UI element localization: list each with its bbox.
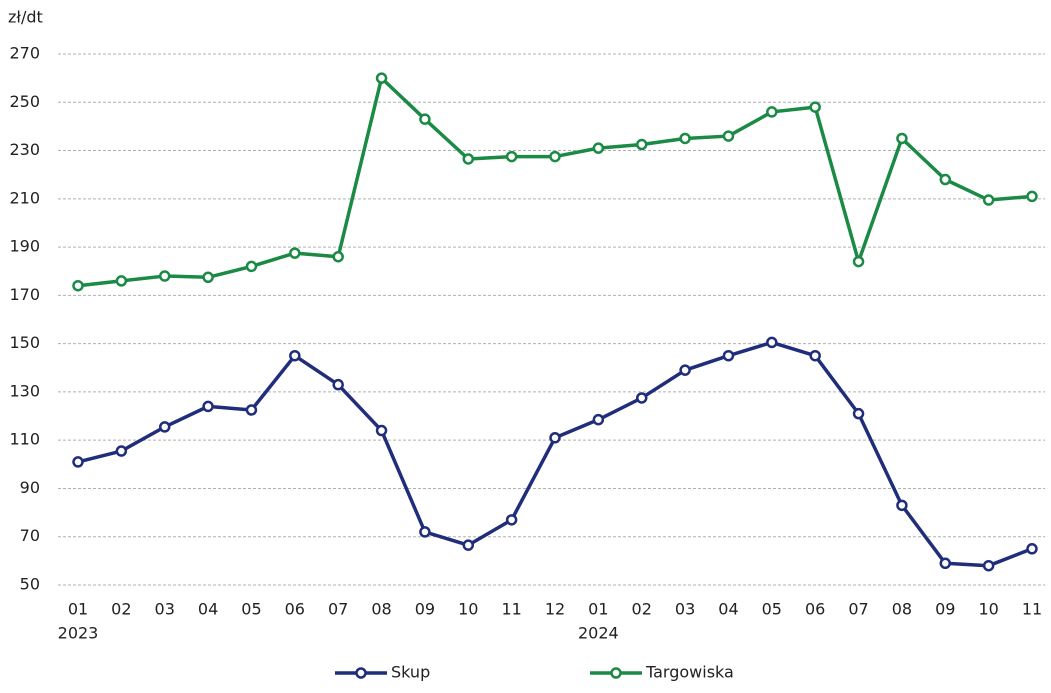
point	[505, 150, 518, 163]
x-tick-label: 01	[68, 600, 88, 619]
point	[809, 349, 821, 362]
point	[72, 279, 84, 292]
x-tick-label: 09	[415, 600, 435, 619]
x-tick-label: 06	[805, 600, 825, 619]
point	[289, 247, 301, 259]
x-tick-label: 01	[588, 600, 608, 619]
point	[679, 132, 691, 145]
x-tick-label: 04	[198, 600, 218, 619]
series-line	[77, 76, 1033, 288]
y-tick-label: 170	[9, 285, 40, 304]
point	[332, 378, 344, 391]
point	[375, 424, 388, 437]
x-tick-label: 03	[675, 600, 695, 619]
x-tick-label: 11	[1022, 600, 1042, 619]
point	[462, 153, 475, 165]
x-tick-label: 07	[848, 600, 868, 619]
point	[679, 364, 691, 376]
point	[115, 445, 128, 457]
y-tick-label: 270	[9, 44, 40, 63]
x-tick-label: 11	[501, 600, 521, 619]
point	[375, 72, 388, 84]
x-year-label: 2024	[578, 624, 619, 643]
point	[766, 106, 778, 118]
y-tick-label: 130	[9, 381, 40, 400]
point	[635, 138, 648, 151]
x-year-label: 2023	[58, 624, 99, 643]
point	[202, 271, 214, 284]
point	[1026, 543, 1038, 555]
x-tick-label: 09	[935, 600, 955, 619]
point	[896, 499, 908, 512]
point	[419, 526, 431, 538]
x-tick-label: 03	[155, 600, 175, 619]
point	[1026, 190, 1038, 203]
y-tick-label: 210	[9, 188, 40, 207]
point	[462, 539, 475, 551]
point	[245, 404, 258, 416]
point	[852, 407, 865, 420]
x-tick-label: 02	[632, 600, 652, 619]
point	[939, 557, 952, 570]
point	[158, 270, 171, 282]
x-tick-label: 05	[762, 600, 782, 619]
point	[939, 173, 952, 186]
x-tick-label: 08	[371, 600, 391, 619]
legend-label: Skup	[391, 663, 430, 682]
y-tick-label: 70	[20, 526, 40, 545]
x-tick-label: 06	[285, 600, 305, 619]
point	[722, 349, 735, 362]
point	[202, 400, 214, 413]
point	[809, 101, 821, 113]
y-tick-label: 150	[9, 333, 40, 352]
x-tick-label: 07	[328, 600, 348, 619]
point	[72, 456, 84, 468]
point	[592, 413, 605, 426]
point	[289, 349, 301, 362]
x-tick-label: 08	[892, 600, 912, 619]
point	[245, 260, 258, 273]
y-tick-label: 50	[20, 575, 40, 594]
x-tick-label: 04	[718, 600, 738, 619]
x-tick-label: 10	[458, 600, 478, 619]
point	[896, 132, 908, 145]
point	[505, 514, 518, 526]
point	[635, 392, 648, 404]
x-tick-label: 02	[111, 600, 131, 619]
y-tick-label: 110	[9, 430, 40, 449]
point	[982, 559, 995, 572]
point	[549, 432, 561, 444]
point	[982, 194, 995, 206]
point	[592, 142, 605, 154]
legend-marker	[355, 667, 367, 679]
point	[722, 130, 735, 142]
point	[419, 113, 431, 125]
y-tick-label: 190	[9, 237, 40, 256]
legend-marker	[610, 667, 622, 679]
y-tick-label: 230	[9, 140, 40, 159]
point	[332, 250, 344, 263]
y-axis-unit: zł/dt	[8, 8, 43, 27]
point	[115, 275, 128, 287]
point	[549, 150, 561, 163]
x-tick-label: 05	[241, 600, 261, 619]
x-tick-label: 12	[545, 600, 565, 619]
legend-label: Targowiska	[645, 663, 734, 682]
y-tick-label: 90	[20, 478, 40, 497]
series-line	[77, 340, 1033, 568]
point	[852, 255, 865, 268]
point	[158, 421, 171, 433]
point	[766, 336, 778, 349]
y-tick-label: 250	[9, 92, 40, 111]
x-tick-label: 10	[978, 600, 998, 619]
